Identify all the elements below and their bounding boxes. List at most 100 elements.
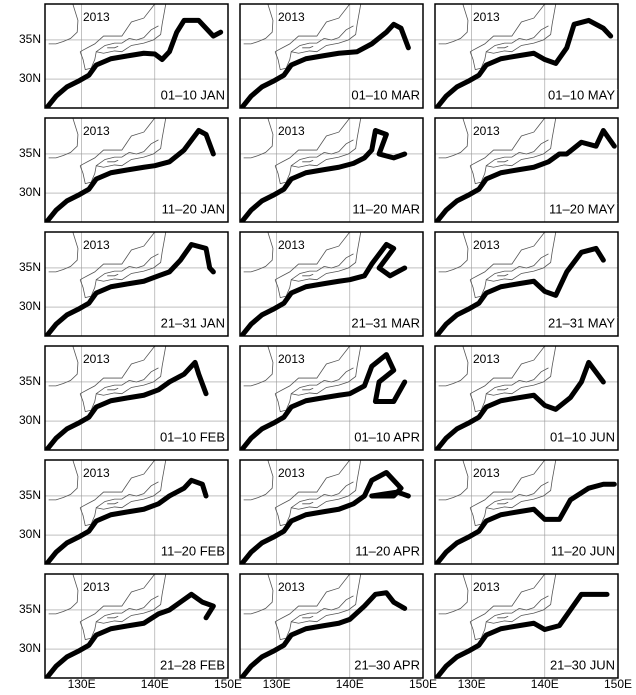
coastline xyxy=(291,139,354,167)
coastline xyxy=(497,387,509,391)
year-label: 2013 xyxy=(278,580,305,594)
coastline xyxy=(107,501,119,505)
year-label: 2013 xyxy=(473,124,500,138)
coastline xyxy=(274,346,362,413)
coastline xyxy=(96,481,159,509)
lat-label: 30N xyxy=(19,299,41,313)
lat-label: 35N xyxy=(19,602,41,616)
lon-label: 130E xyxy=(68,677,96,690)
map-panel: 2013 21–30 JUN xyxy=(434,573,619,679)
panel-content xyxy=(240,118,423,222)
kuroshio-path xyxy=(240,590,408,678)
coastline xyxy=(469,4,557,71)
coastline xyxy=(48,346,79,387)
map-panel: 2013 11–20 MAY xyxy=(434,117,619,223)
coastline xyxy=(291,595,354,623)
coastline xyxy=(79,574,167,641)
lon-label: 140E xyxy=(531,677,559,690)
year-label: 2013 xyxy=(473,580,500,594)
map-panel: 2013 01–10 MAR xyxy=(239,3,424,109)
coastline xyxy=(96,367,159,395)
coastline xyxy=(48,460,79,501)
period-label: 21–31 MAY xyxy=(548,315,615,330)
year-label: 2013 xyxy=(278,352,305,366)
coastline xyxy=(469,232,557,299)
coastline xyxy=(79,232,167,299)
coastline xyxy=(497,273,509,277)
coastline xyxy=(48,232,79,273)
map-panel: 2013 01–10 APR xyxy=(239,345,424,451)
panel-frame xyxy=(44,117,229,223)
period-label: 21–28 FEB xyxy=(160,657,225,672)
coastline xyxy=(48,4,79,45)
coastline xyxy=(469,574,557,641)
map-panel: 2013 01–10 MAY xyxy=(434,3,619,109)
year-label: 2013 xyxy=(473,238,500,252)
year-label: 2013 xyxy=(83,238,110,252)
kuroshio-path xyxy=(240,242,408,336)
coastline xyxy=(438,232,469,273)
panel-frame xyxy=(239,459,424,565)
panel-content xyxy=(45,346,228,450)
period-label: 01–10 JUN xyxy=(550,429,615,444)
coastline xyxy=(79,4,156,53)
kuroshio-path xyxy=(435,17,614,108)
coastline xyxy=(243,460,274,501)
map-panel: 2013 11–20 FEB xyxy=(44,459,229,565)
coastline xyxy=(96,139,159,167)
panel-frame xyxy=(239,231,424,337)
panel-frame xyxy=(44,459,229,565)
coastline xyxy=(497,45,509,49)
panel-content xyxy=(45,118,228,222)
period-label: 01–10 FEB xyxy=(160,429,225,444)
period-label: 21–31 MAR xyxy=(351,315,420,330)
coastline xyxy=(79,460,156,509)
coastline xyxy=(486,367,549,395)
panel-frame xyxy=(44,3,229,109)
coastline xyxy=(274,460,362,527)
kuroshio-path xyxy=(45,242,216,336)
coastline xyxy=(497,159,509,163)
year-label: 2013 xyxy=(473,352,500,366)
coastline xyxy=(291,253,354,281)
lat-label: 30N xyxy=(19,185,41,199)
coastline xyxy=(274,574,351,623)
coastline xyxy=(274,232,351,281)
kuroshio-path xyxy=(435,245,606,336)
year-label: 2013 xyxy=(83,352,110,366)
coastline xyxy=(291,25,354,53)
kuroshio-path xyxy=(45,359,209,450)
panel-content xyxy=(435,574,618,678)
coastline xyxy=(107,387,119,391)
coastline xyxy=(274,346,351,395)
map-panel: 2013 11–20 JAN xyxy=(44,117,229,223)
coastline xyxy=(48,118,79,159)
coastline xyxy=(243,346,274,387)
coastline xyxy=(48,574,79,615)
period-label: 11–20 APR xyxy=(355,543,420,558)
coastline xyxy=(486,253,549,281)
coastline xyxy=(302,387,314,391)
panel-content xyxy=(45,460,228,564)
lat-label: 30N xyxy=(19,413,41,427)
lon-label: 150E xyxy=(604,677,632,690)
map-panel: 2013 01–10 FEB xyxy=(44,345,229,451)
year-label: 2013 xyxy=(83,466,110,480)
coastline xyxy=(486,481,549,509)
lon-label: 140E xyxy=(336,677,364,690)
coastline xyxy=(302,501,314,505)
coastline xyxy=(79,574,156,623)
coastline xyxy=(469,346,546,395)
year-label: 2013 xyxy=(83,10,110,24)
map-panel: 2013 11–20 APR xyxy=(239,459,424,565)
panel-frame xyxy=(44,345,229,451)
kuroshio-path xyxy=(435,128,617,222)
year-label: 2013 xyxy=(278,124,305,138)
period-label: 21–31 JAN xyxy=(161,315,225,330)
coastline xyxy=(469,232,546,281)
coastline xyxy=(243,574,274,615)
year-label: 2013 xyxy=(83,580,110,594)
panel-content xyxy=(240,232,423,336)
kuroshio-path xyxy=(435,481,617,564)
